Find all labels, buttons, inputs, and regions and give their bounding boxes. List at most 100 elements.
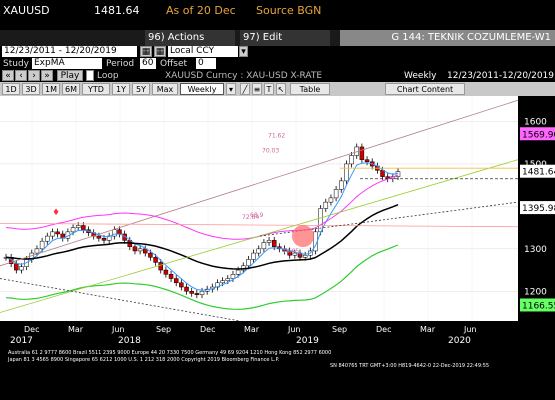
loop-label: Loop: [97, 71, 119, 81]
x-tick-label: Dec: [24, 325, 39, 334]
instrument-label: XAUUSD Curncy : XAU-USD X-RATE: [165, 71, 323, 81]
x-tick-label: Mar: [68, 325, 84, 334]
marker-icon: ♦: [52, 208, 60, 218]
candle-body: [189, 291, 194, 294]
candle-body: [158, 262, 163, 271]
annotation-label: 72.64: [242, 214, 259, 221]
footer-text: SN 840765 TRT GMT+3:00 H819-4642-0 22-De…: [330, 363, 489, 369]
trend-line-lower: [0, 159, 519, 313]
back-icon[interactable]: ‹: [15, 70, 27, 81]
x-tick-label: Jun: [111, 325, 125, 334]
candle-body: [194, 293, 200, 295]
candle-body: [364, 159, 370, 163]
period-field[interactable]: 60: [140, 58, 156, 69]
playback-row: « ‹ › » Play Loop XAUUSD Curncy : XAU-US…: [0, 70, 555, 82]
candle-body: [184, 286, 189, 292]
frequency-label: Weekly: [404, 71, 437, 81]
currency-select[interactable]: Local CCY: [168, 46, 238, 57]
x-tick-label: Mar: [244, 325, 260, 334]
actions-menu[interactable]: 96) Actions: [145, 30, 235, 46]
x-year-label: 2017: [10, 336, 33, 346]
y-tick-label: 1600: [524, 117, 547, 127]
offset-field[interactable]: 0: [196, 58, 216, 69]
candle-body: [112, 229, 117, 237]
candle-body: [179, 282, 184, 288]
loop-checkbox[interactable]: [86, 70, 94, 81]
range-display: 12/23/2011-12/20/2019: [447, 71, 554, 81]
x-tick-label: Jun: [463, 325, 477, 334]
tab-5y[interactable]: 5Y: [132, 83, 150, 95]
header-bar: XAUUSD 1481.64 As of 20 Dec Source BGN: [0, 0, 555, 22]
ema-fast-line: [5, 162, 399, 291]
forward-icon[interactable]: ›: [28, 70, 40, 81]
chart-area[interactable]: 12001300140015001600DecMarJunSepDecMarJu…: [0, 96, 555, 400]
tab-weekly[interactable]: Weekly: [180, 83, 224, 95]
chevron-down-icon[interactable]: ▾: [226, 83, 236, 95]
study-select[interactable]: ExpMA: [32, 58, 102, 69]
graph-title: G 144: TEKNIK COZUMLEME-W1: [340, 30, 555, 46]
chevron-down-icon[interactable]: ▾: [239, 46, 248, 57]
calendar-icon[interactable]: ▦: [140, 46, 152, 57]
price-label: 1166.55: [522, 301, 555, 311]
candle-body: [81, 225, 86, 230]
price-chart[interactable]: 12001300140015001600DecMarJunSepDecMarJu…: [0, 96, 555, 400]
candle-body: [75, 225, 81, 228]
fast-forward-icon[interactable]: »: [41, 70, 53, 81]
tab-1m[interactable]: 1M: [42, 83, 60, 95]
candle-body: [173, 278, 179, 284]
candle-body: [251, 252, 256, 260]
candle-body: [14, 263, 19, 271]
tab-ytd[interactable]: YTD: [82, 83, 110, 95]
date-range-field[interactable]: 12/23/2011 - 12/20/2019: [2, 46, 137, 57]
x-tick-label: Dec: [200, 325, 215, 334]
table-button[interactable]: Table: [290, 83, 330, 95]
x-tick-label: Jun: [287, 325, 301, 334]
price-label: 1481.64: [522, 168, 555, 178]
candle-body: [220, 280, 225, 284]
candle-body: [19, 266, 24, 271]
candle-body: [34, 248, 40, 254]
candle-body: [246, 259, 251, 267]
play-button[interactable]: Play: [57, 70, 83, 81]
x-tick-label: Dec: [376, 325, 391, 334]
annotation-label: 70.03: [262, 147, 279, 154]
candle-body: [137, 248, 143, 252]
channel-icon[interactable]: ≡: [252, 83, 262, 95]
edit-menu[interactable]: 97) Edit: [240, 30, 330, 46]
price-label: 1395.98: [522, 204, 555, 214]
line-icon[interactable]: ╱: [240, 83, 250, 95]
tab-1d[interactable]: 1D: [2, 83, 20, 95]
chart-content-button[interactable]: Chart Content: [385, 83, 465, 95]
footer-text: Japan 81 3 4565 8900 Singapore 65 6212 1…: [7, 357, 280, 363]
source-label: Source BGN: [256, 4, 322, 17]
candle-body: [302, 254, 308, 258]
candle-body: [168, 274, 174, 279]
candle-body: [132, 246, 138, 252]
tab-1y[interactable]: 1Y: [112, 83, 130, 95]
trend-line-upper: [0, 99, 519, 267]
pointer-icon[interactable]: ↖: [276, 83, 286, 95]
calendar-end-icon[interactable]: ▦: [154, 46, 166, 57]
candle-body: [333, 189, 339, 199]
candle-body: [143, 248, 148, 254]
annotation-label: 44.65: [282, 248, 299, 255]
price-label-box: [520, 201, 555, 215]
candle-body: [55, 231, 60, 235]
tab-max[interactable]: Max: [152, 83, 178, 95]
dashed-support-line: [259, 201, 519, 237]
price-label: 1569.90: [522, 130, 555, 140]
price-label: 1481.64: [94, 4, 140, 17]
footer-text: Australia 61 2 9777 8600 Brazil 5511 239…: [8, 350, 331, 356]
candle-body: [70, 227, 76, 233]
text-icon[interactable]: T: [264, 83, 274, 95]
study-row: Study ExpMA Period 60 Offset 0: [0, 58, 555, 70]
rewind-icon[interactable]: «: [2, 70, 14, 81]
price-label-box: [520, 127, 555, 141]
symbol-label[interactable]: XAUUSD: [3, 4, 50, 17]
study-label: Study: [3, 59, 29, 69]
tab-3d[interactable]: 3D: [22, 83, 40, 95]
candle-body: [339, 180, 344, 190]
offset-label: Offset: [160, 59, 188, 69]
lower-band-line: [5, 244, 399, 310]
tab-6m[interactable]: 6M: [62, 83, 80, 95]
